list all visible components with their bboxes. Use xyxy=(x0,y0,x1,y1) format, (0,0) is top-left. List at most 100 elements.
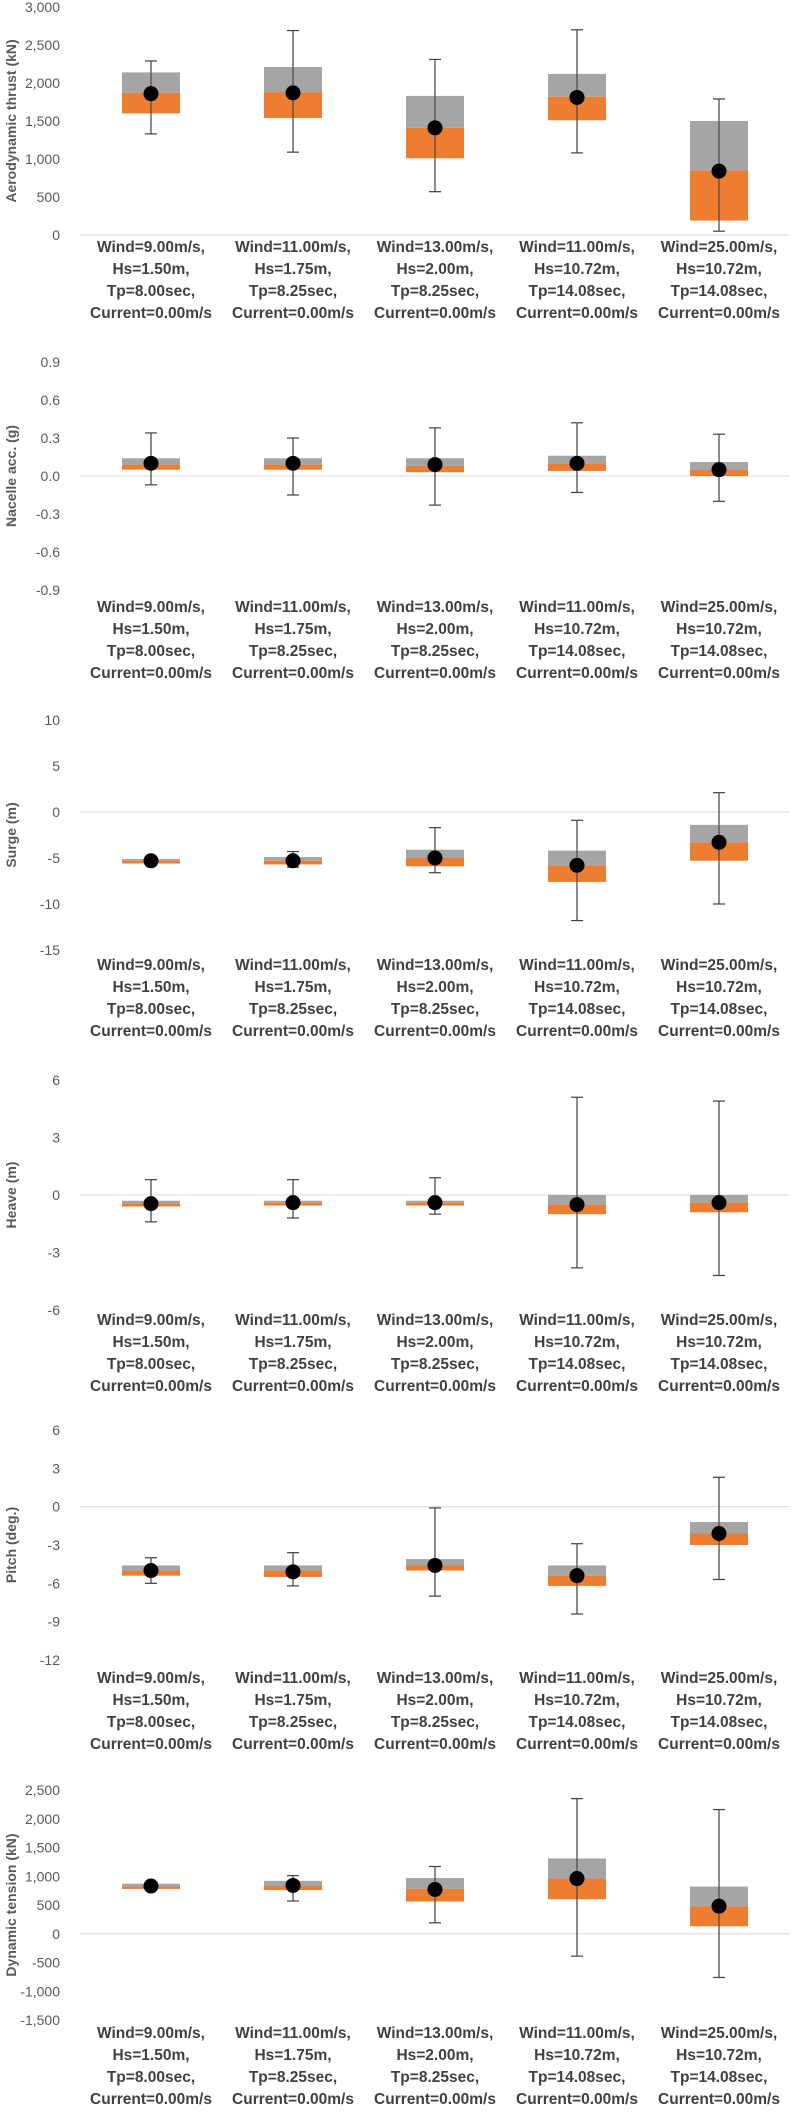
category-label-line: Current=0.00m/s xyxy=(658,1736,780,1753)
y-tick-label: -5 xyxy=(48,850,61,866)
y-tick-label: -6 xyxy=(48,1302,61,1318)
category-label-line: Current=0.00m/s xyxy=(374,1736,496,1753)
category-label-line: Hs=1.50m, xyxy=(112,261,189,278)
mean-marker xyxy=(285,1877,301,1893)
category-label-line: Current=0.00m/s xyxy=(516,1023,638,1040)
category-label-line: Tp=14.08sec, xyxy=(529,283,626,300)
category-label: Wind=11.00m/s, Hs=1.75m, Tp=8.25sec, Curren… xyxy=(232,239,354,322)
category-label-line: Tp=14.08sec, xyxy=(671,1001,768,1018)
category-label-line: Tp=8.25sec, xyxy=(391,1714,479,1731)
category-label-line: Hs=1.75m, xyxy=(254,621,331,638)
mean-marker xyxy=(427,1881,443,1897)
y-tick-label: 0.6 xyxy=(41,392,61,408)
y-tick-label: 2,500 xyxy=(25,37,60,53)
category-label: Wind=11.00m/s, Hs=1.75m, Tp=8.25sec, Curren… xyxy=(232,1670,354,1753)
category-label-line: Hs=2.00m, xyxy=(396,2047,473,2064)
category-label-line: Tp=8.25sec, xyxy=(391,2069,479,2086)
category-label-line: Wind=13.00m/s, xyxy=(377,1312,494,1329)
y-tick-label: 0 xyxy=(52,1499,60,1515)
category-label-line: Wind=11.00m/s, xyxy=(235,1312,351,1329)
category-label-line: Current=0.00m/s xyxy=(658,305,780,322)
category-label-line: Tp=8.25sec, xyxy=(249,1714,337,1731)
mean-marker xyxy=(143,455,159,471)
category-label-line: Hs=10.72m, xyxy=(534,2047,620,2064)
category-label-line: Wind=11.00m/s, xyxy=(235,1670,351,1687)
category-label: Wind=9.00m/s, Hs=1.50m, Tp=8.00sec, Current… xyxy=(90,1670,212,1753)
mean-marker xyxy=(569,1568,585,1584)
mean-marker xyxy=(427,120,443,136)
category-label-line: Wind=11.00m/s, xyxy=(235,957,351,974)
category-label: Wind=11.00m/s, Hs=10.72m, Tp=14.08sec, Curr… xyxy=(516,599,638,682)
category-label-line: Wind=13.00m/s, xyxy=(377,1670,494,1687)
mean-marker xyxy=(143,853,159,869)
mean-marker xyxy=(711,163,727,179)
category-label-line: Tp=14.08sec, xyxy=(671,1714,768,1731)
box-group xyxy=(690,98,748,232)
box-group xyxy=(548,422,606,494)
category-label-line: Hs=2.00m, xyxy=(396,621,473,638)
category-label-line: Current=0.00m/s xyxy=(516,665,638,682)
category-label-line: Current=0.00m/s xyxy=(90,2091,212,2108)
y-tick-label: 5 xyxy=(52,758,60,774)
box-group xyxy=(406,1865,464,1924)
y-tick-label: 500 xyxy=(37,189,61,205)
category-label: Wind=13.00m/s, Hs=2.00m, Tp=8.25sec, Curren… xyxy=(374,2025,496,2108)
category-label-line: Tp=14.08sec, xyxy=(671,283,768,300)
category-label: Wind=9.00m/s, Hs=1.50m, Tp=8.00sec, Current… xyxy=(90,239,212,322)
mean-marker xyxy=(285,85,301,101)
box-group xyxy=(122,1878,180,1894)
y-tick-label: 10 xyxy=(44,712,60,728)
y-tick-label: -15 xyxy=(40,942,60,958)
category-label-line: Hs=1.50m, xyxy=(112,1334,189,1351)
category-label-line: Wind=11.00m/s, xyxy=(519,2025,635,2042)
y-tick-label: 2,000 xyxy=(25,75,60,91)
category-label-line: Wind=9.00m/s, xyxy=(97,1312,205,1329)
category-label-line: Tp=14.08sec, xyxy=(671,1356,768,1373)
category-label-line: Wind=25.00m/s, xyxy=(661,1670,778,1687)
y-tick-label: -6 xyxy=(48,1575,61,1591)
category-label-line: Wind=11.00m/s, xyxy=(519,1670,635,1687)
category-label-line: Wind=13.00m/s, xyxy=(377,239,494,256)
category-label-line: Wind=25.00m/s, xyxy=(661,2025,778,2042)
box-group xyxy=(264,1179,322,1219)
category-label-line: Hs=10.72m, xyxy=(534,261,620,278)
category-label-line: Current=0.00m/s xyxy=(374,2091,496,2108)
category-label-line: Current=0.00m/s xyxy=(516,305,638,322)
mean-marker xyxy=(143,86,159,102)
category-label-line: Tp=8.00sec, xyxy=(107,283,195,300)
category-label-line: Wind=25.00m/s, xyxy=(661,957,778,974)
category-label: Wind=25.00m/s, Hs=10.72m, Tp=14.08sec, Curr… xyxy=(658,957,780,1040)
y-tick-label: 6 xyxy=(52,1072,60,1088)
category-label-line: Tp=14.08sec, xyxy=(671,2069,768,2086)
mean-marker xyxy=(711,1195,727,1211)
box-group xyxy=(264,29,322,153)
category-label-line: Tp=14.08sec, xyxy=(529,1714,626,1731)
y-tick-label: 0.0 xyxy=(41,468,61,484)
box-group xyxy=(690,1100,748,1277)
category-label: Wind=25.00m/s, Hs=10.72m, Tp=14.08sec, Curr… xyxy=(658,2025,780,2108)
category-label-line: Current=0.00m/s xyxy=(658,1378,780,1395)
y-tick-label: -0.3 xyxy=(36,506,60,522)
mean-marker xyxy=(569,89,585,105)
category-label-line: Hs=10.72m, xyxy=(676,1334,762,1351)
category-label-line: Tp=8.00sec, xyxy=(107,1001,195,1018)
category-label-line: Hs=10.72m, xyxy=(534,1692,620,1709)
box-group xyxy=(690,1476,748,1581)
category-label-line: Wind=11.00m/s, xyxy=(519,1312,635,1329)
box-group xyxy=(548,819,606,922)
box-group xyxy=(264,850,322,869)
category-label-line: Tp=8.00sec, xyxy=(107,1356,195,1373)
category-label-line: Current=0.00m/s xyxy=(232,305,354,322)
chart-panel-4: -6 -3 0 3 6 Heave (m) Wind=9.00m/s, Hs=1.50m, Tp… xyxy=(3,1072,790,1395)
category-label-line: Current=0.00m/s xyxy=(516,2091,638,2108)
category-label-line: Current=0.00m/s xyxy=(374,665,496,682)
category-label-line: Current=0.00m/s xyxy=(516,1378,638,1395)
category-label-line: Wind=9.00m/s, xyxy=(97,239,205,256)
category-label: Wind=11.00m/s, Hs=10.72m, Tp=14.08sec, Curr… xyxy=(516,957,638,1040)
mean-marker xyxy=(569,455,585,471)
category-label-line: Wind=11.00m/s, xyxy=(235,599,351,616)
category-label-line: Wind=9.00m/s, xyxy=(97,1670,205,1687)
y-tick-label: 3 xyxy=(52,1460,60,1476)
mean-marker xyxy=(285,853,301,869)
